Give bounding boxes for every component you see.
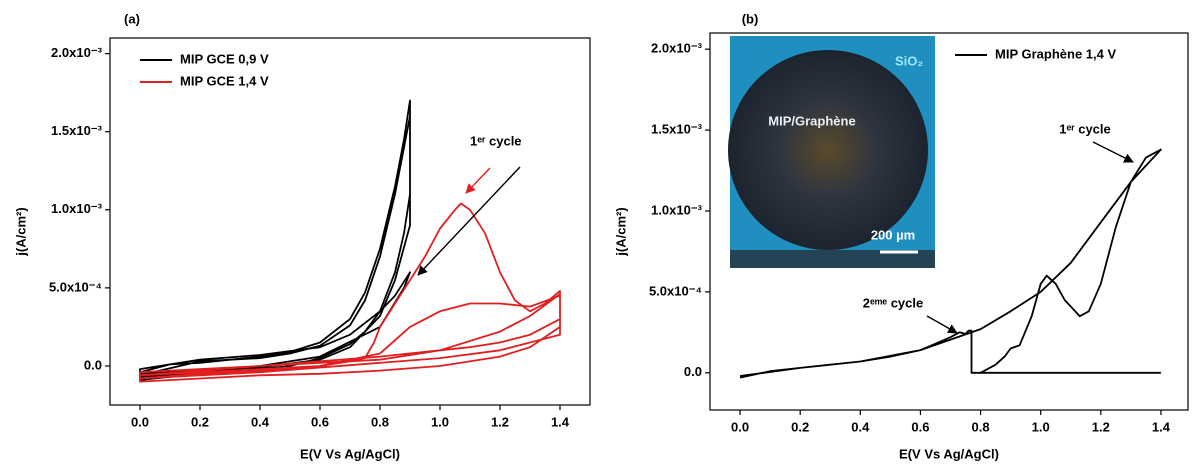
legend-label: MIP GCE 1,4 V <box>180 73 269 88</box>
y-tick-label: 1.0x10⁻³ <box>651 202 703 217</box>
x-tick-label: 0.6 <box>311 414 329 429</box>
y-tick-label: 0.0 <box>84 357 102 372</box>
x-tick-label: 1.2 <box>1092 419 1110 434</box>
inset-label: SiO₂ <box>895 53 923 68</box>
panel-label: (a) <box>124 11 140 26</box>
x-tick-label: 1.4 <box>551 414 570 429</box>
data-line <box>139 202 561 383</box>
annotation-arrow <box>417 166 521 276</box>
legend-label: MIP Graphène 1,4 V <box>995 46 1116 61</box>
y-tick-label: 0.0 <box>684 364 702 379</box>
x-tick-label: 0.0 <box>731 419 749 434</box>
y-tick-label: 2.0x10⁻³ <box>51 45 103 60</box>
annotation: 1ᵉʳ cycle <box>470 133 522 148</box>
annotation-arrow <box>1092 141 1134 163</box>
inset-label: MIP/Graphène <box>768 113 855 128</box>
annotation-arrow <box>465 167 491 194</box>
annotation: 2ᵉᵐᵉ cycle <box>863 295 924 310</box>
x-tick-label: 0.0 <box>131 414 149 429</box>
x-tick-label: 0.8 <box>371 414 389 429</box>
plot-frame <box>709 32 1189 411</box>
x-tick-label: 1.4 <box>1152 419 1171 434</box>
data-line <box>139 99 411 381</box>
annotation: 1ᵉʳ cycle <box>1059 121 1111 136</box>
plot-frame <box>109 37 591 406</box>
x-tick-label: 1.0 <box>431 414 449 429</box>
y-tick-label: 5.0x10⁻⁴ <box>649 283 702 298</box>
y-tick-label: 2.0x10⁻³ <box>651 41 703 56</box>
x-tick-label: 0.8 <box>972 419 990 434</box>
y-axis-label: j(A/cm²) <box>13 207 28 256</box>
x-tick-label: 0.2 <box>191 414 209 429</box>
y-axis-label: j(A/cm²) <box>613 207 628 256</box>
y-tick-label: 1.0x10⁻³ <box>51 201 103 216</box>
legend-label: MIP GCE 0,9 V <box>180 51 269 66</box>
x-axis-label: E(V Vs Ag/AgCl) <box>899 446 999 461</box>
y-tick-label: 1.5x10⁻³ <box>51 123 103 138</box>
data-line <box>739 148 1162 379</box>
x-axis-label: E(V Vs Ag/AgCl) <box>300 446 400 461</box>
inset-label: 200 µm <box>871 227 915 242</box>
x-tick-label: 0.6 <box>911 419 929 434</box>
x-tick-label: 0.2 <box>791 419 809 434</box>
y-tick-label: 5.0x10⁻⁴ <box>49 279 102 294</box>
annotation-arrow <box>926 315 958 334</box>
y-tick-label: 1.5x10⁻³ <box>651 122 703 137</box>
x-tick-label: 0.4 <box>251 414 270 429</box>
x-tick-label: 1.0 <box>1032 419 1050 434</box>
inset-image-edge <box>730 250 935 268</box>
panel-label: (b) <box>742 11 759 26</box>
inset-disc <box>728 50 928 250</box>
x-tick-label: 1.2 <box>491 414 509 429</box>
x-tick-label: 0.4 <box>851 419 870 434</box>
